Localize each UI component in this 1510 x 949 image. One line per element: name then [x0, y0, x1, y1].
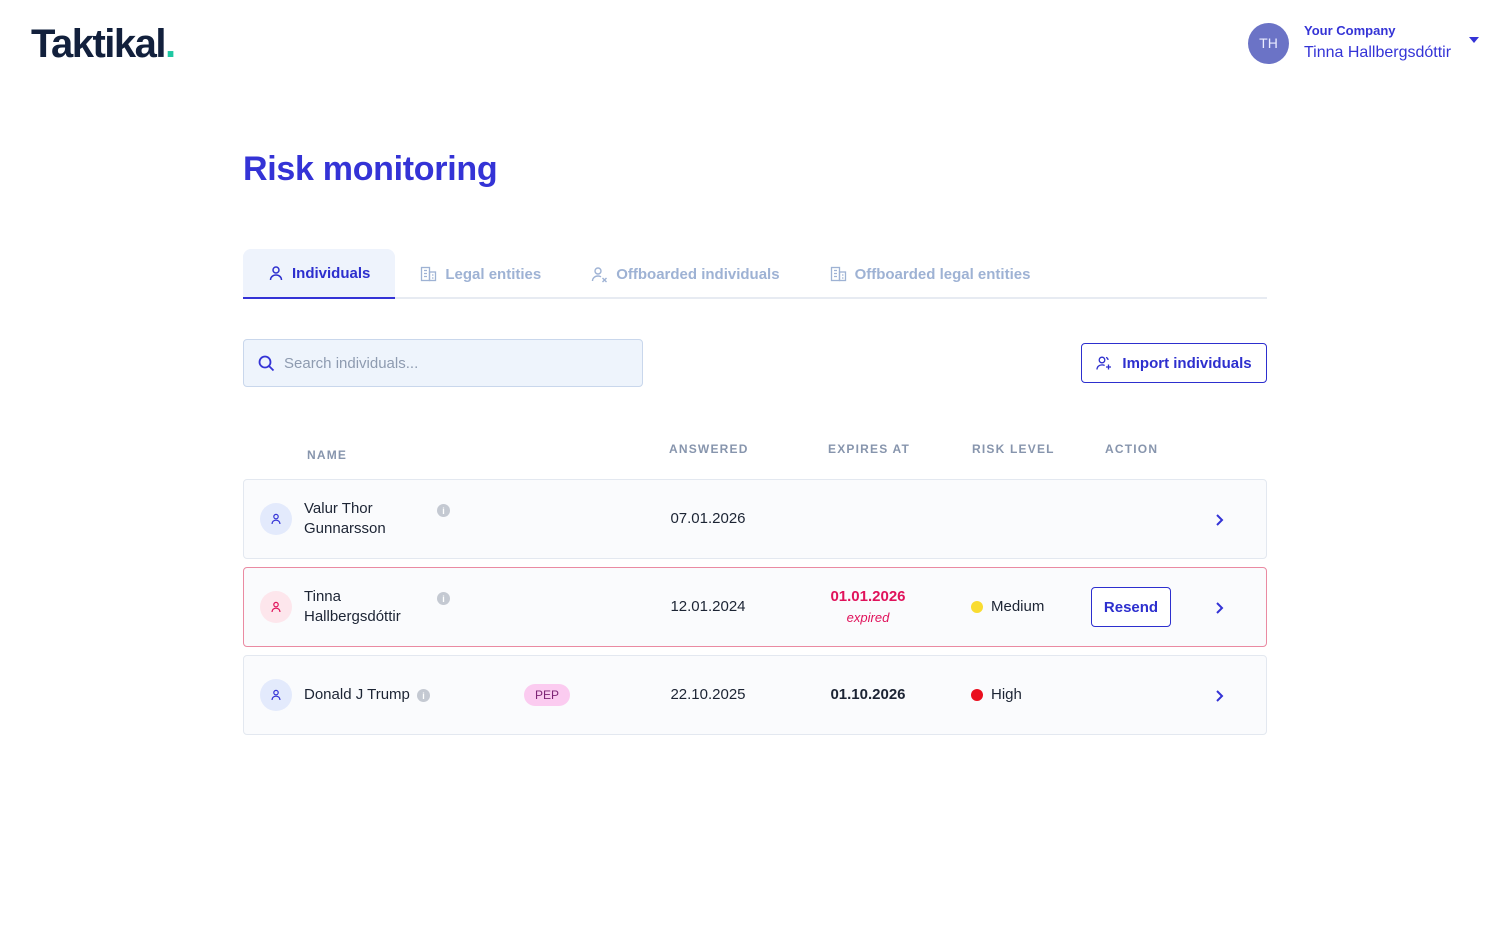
logo-dot: .	[165, 22, 176, 66]
person-avatar-icon	[260, 679, 292, 711]
account-info: Your Company Tinna Hallbergsdóttir	[1304, 23, 1451, 64]
tab-label: Individuals	[292, 264, 371, 282]
avatar: TH	[1248, 22, 1289, 64]
answered-date: 12.01.2024	[670, 598, 746, 615]
tab-bar: Individuals Legal entities Offboarded in…	[243, 249, 1267, 299]
table-row[interactable]: Donald J Trump i PEP 22.10.2025 01.10.20…	[243, 655, 1267, 735]
name-line: Valur Thor	[304, 500, 373, 517]
info-icon[interactable]: i	[417, 689, 430, 702]
individual-name: Donald J Trump	[304, 686, 410, 703]
import-button-label: Import individuals	[1122, 354, 1252, 372]
name-line: Gunnarsson	[304, 520, 386, 537]
building-icon	[421, 266, 437, 282]
column-header-action: ACTION	[1105, 442, 1159, 456]
taktikal-logo[interactable]: Taktikal.	[31, 22, 176, 67]
account-company: Your Company	[1304, 22, 1396, 38]
pep-badge: PEP	[524, 684, 570, 706]
chevron-right-icon[interactable]	[1210, 599, 1228, 617]
logo-text: Taktikal	[31, 22, 167, 66]
answered-date: 07.01.2026	[670, 510, 746, 527]
risk-level: Medium	[971, 598, 1044, 615]
risk-dot-icon	[971, 688, 983, 701]
tab-label: Offboarded legal entities	[854, 265, 1031, 283]
expired-label: expired	[846, 610, 890, 625]
page-title: Risk monitoring	[243, 150, 498, 188]
table-row[interactable]: Tinna Hallbergsdóttir i 12.01.2024 01.01…	[243, 567, 1267, 647]
add-user-icon	[1096, 356, 1112, 370]
risk-level-label: Medium	[991, 598, 1045, 615]
person-avatar-icon	[260, 503, 292, 535]
individual-name: Valur Thor Gunnarsson	[304, 499, 386, 539]
chevron-down-icon[interactable]	[1469, 37, 1480, 43]
resend-button[interactable]: Resend	[1091, 587, 1171, 627]
tab-offboarded-legal-entities[interactable]: Offboarded legal entities	[805, 249, 1056, 299]
chevron-right-icon[interactable]	[1210, 687, 1228, 705]
person-icon	[269, 266, 283, 281]
tab-label: Legal entities	[445, 265, 542, 283]
tab-individuals[interactable]: Individuals	[243, 249, 396, 299]
building-icon	[830, 266, 846, 282]
search-icon	[258, 355, 275, 371]
risk-dot-icon	[971, 600, 983, 613]
account-user-name: Tinna Hallbergsdóttir	[1304, 43, 1452, 61]
column-header-expires-at[interactable]: EXPIRES AT	[828, 442, 911, 456]
risk-level-label: High	[991, 686, 1022, 703]
info-icon[interactable]: i	[437, 504, 450, 517]
person-avatar-icon	[260, 591, 292, 623]
account-menu[interactable]: TH Your Company Tinna Hallbergsdóttir	[1248, 22, 1480, 64]
person-icon	[271, 689, 281, 701]
column-header-answered[interactable]: ANSWERED	[669, 442, 749, 456]
tab-legal-entities[interactable]: Legal entities	[395, 249, 566, 299]
risk-level: High	[971, 686, 1022, 703]
expires-at-date: 01.01.2026	[830, 588, 906, 605]
expires-at-date: 01.10.2026	[830, 686, 906, 703]
chevron-right-icon[interactable]	[1210, 511, 1228, 529]
table-row[interactable]: Valur Thor Gunnarsson i 07.01.2026	[243, 479, 1267, 559]
individual-name: Tinna Hallbergsdóttir	[304, 587, 401, 627]
search-input[interactable]	[284, 354, 614, 372]
person-icon	[271, 601, 281, 613]
column-header-risk-level[interactable]: RISK LEVEL	[972, 442, 1055, 456]
person-remove-icon	[592, 266, 608, 282]
name-line: Hallbergsdóttir	[304, 608, 401, 625]
tab-offboarded-individuals[interactable]: Offboarded individuals	[566, 249, 804, 299]
column-header-name[interactable]: NAME	[307, 448, 348, 462]
info-icon[interactable]: i	[437, 592, 450, 605]
tab-label: Offboarded individuals	[616, 265, 780, 283]
person-icon	[271, 513, 281, 525]
import-individuals-button[interactable]: Import individuals	[1081, 343, 1267, 383]
answered-date: 22.10.2025	[670, 686, 746, 703]
search-box	[243, 339, 643, 387]
name-line: Tinna	[304, 588, 341, 605]
